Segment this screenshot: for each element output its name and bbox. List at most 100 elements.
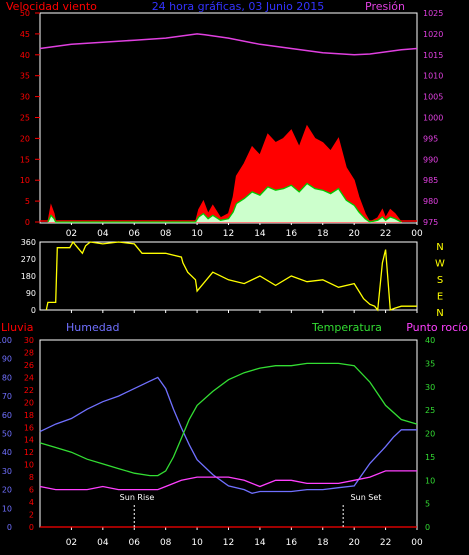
x-tick-label-top: 02 [66,229,77,239]
x-tick-label-bottom: 20 [348,538,360,548]
chart-title: 24 hora gráficas, 03 Junio 2015 [152,0,325,13]
x-tick-label-top: 20 [348,229,360,239]
pressure-tick: 995 [423,134,438,143]
compass-label: N [436,308,443,319]
humidity-tick: 40 [2,448,12,457]
x-tick-label-top: 00 [411,229,423,239]
rain-tick: 18 [24,411,34,420]
rain-tick: 22 [24,386,34,395]
x-tick-label-top: 16 [286,229,298,239]
pressure-tick: 990 [423,155,438,164]
humidity-tick: 50 [2,430,12,439]
wind-speed-tick: 35 [20,72,30,81]
dewpoint-title: Punto rocío [406,321,468,334]
wind-speed-tick: 45 [20,30,30,39]
x-tick-label-bottom: 16 [286,538,298,548]
humidity-title: Humedad [66,321,119,334]
average-wind-fill [47,183,402,222]
temperature-tick: 20 [425,430,435,439]
direction-tick: 180 [21,272,36,281]
pressure-tick: 1020 [423,30,443,39]
rain-tick: 2 [29,511,34,520]
x-tick-label-top: 10 [191,229,203,239]
wind-speed-tick: 30 [20,93,30,102]
x-tick-label-top: 22 [380,229,391,239]
sunrise-label: Sun Rise [120,493,155,502]
rain-tick: 20 [24,398,34,407]
pressure-tick: 1010 [423,72,443,81]
x-tick-label-top: 18 [317,229,329,239]
humidity-tick: 100 [0,336,12,345]
x-tick-label-bottom: 02 [66,538,77,548]
rain-tick: 24 [24,373,34,382]
wind-speed-title: Velocidad viento [6,0,97,13]
pressure-tick: 1000 [423,114,443,123]
humidity-tick: 70 [2,392,12,401]
x-tick-label-bottom: 18 [317,538,329,548]
x-tick-label-bottom: 22 [380,538,391,548]
direction-tick: 360 [21,238,36,247]
rain-tick: 14 [24,436,34,445]
x-tick-label-top: 08 [160,229,172,239]
average-wind-line [47,182,402,223]
pressure-tick: 975 [423,218,438,227]
humidity-tick: 60 [2,411,12,420]
rain-tick: 10 [24,461,34,470]
humidity-tick: 10 [2,504,12,513]
x-tick-label-bottom: 10 [191,538,203,548]
x-tick-label-top: 04 [97,229,109,239]
wind-speed-tick: 50 [20,9,30,18]
wind-speed-tick: 40 [20,51,30,60]
x-tick-label-bottom: 14 [254,538,266,548]
rain-tick: 12 [24,448,34,457]
rain-tick: 30 [24,336,34,345]
wind-speed-tick: 5 [25,197,30,206]
rain-tick: 8 [29,473,34,482]
pressure-tick: 985 [423,176,438,185]
humidity-tick: 80 [2,373,12,382]
temperature-tick: 10 [425,476,435,485]
pressure-tick: 1005 [423,93,443,102]
wind-speed-tick: 15 [20,155,30,164]
temperature-title: Temperatura [311,321,382,334]
x-tick-label-bottom: 12 [223,538,234,548]
humidity-line [39,376,417,494]
rain-tick: 16 [24,423,34,432]
temperature-tick: 25 [425,406,435,415]
x-tick-label-top: 06 [129,229,141,239]
temperature-tick: 5 [425,500,430,509]
wind-speed-tick: 0 [25,218,30,227]
pressure-tick: 1025 [423,9,443,18]
compass-label: W [435,259,445,270]
temperature-tick: 30 [425,383,435,392]
rain-title: Lluvia [1,321,33,334]
temperature-tick: 0 [425,523,430,532]
wind-speed-tick: 10 [20,176,30,185]
wind-direction-line [45,240,417,312]
pressure-tick: 1015 [423,51,443,60]
wind-pressure-panel [39,12,418,224]
x-tick-label-bottom: 06 [129,538,141,548]
wind-direction-panel [39,241,418,311]
rain-tick: 6 [29,486,34,495]
rain-tick: 4 [29,498,34,507]
direction-tick: 270 [21,255,36,264]
wind-speed-tick: 20 [20,134,30,143]
compass-label: N [436,242,443,253]
humidity-tick: 20 [2,486,12,495]
compass-label: S [437,275,443,286]
sunset-label: Sun Set [351,493,382,502]
x-tick-label-top: 14 [254,229,266,239]
pressure-line [39,33,418,56]
temperature-line [39,362,418,477]
direction-tick: 0 [31,306,36,315]
temperature-tick: 40 [425,336,435,345]
temperature-tick: 15 [425,453,435,462]
x-tick-label-top: 12 [223,229,234,239]
x-tick-label-bottom: 00 [411,538,423,548]
humidity-tick: 90 [2,355,12,364]
pressure-title: Presión [365,0,405,13]
pressure-tick: 980 [423,197,438,206]
